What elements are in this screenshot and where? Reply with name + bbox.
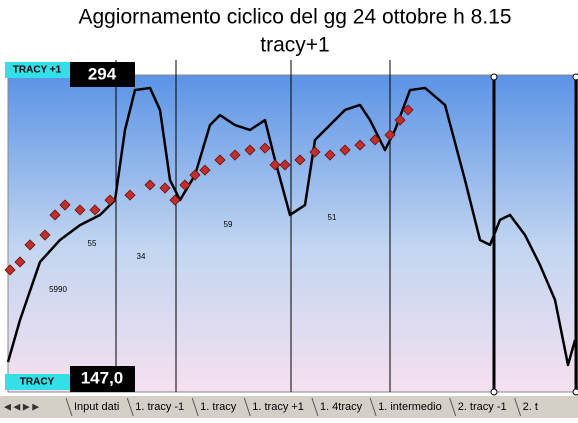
chart-title: Aggiornamento ciclico del gg 24 ottobre … (78, 6, 511, 29)
point (14, 256, 26, 268)
point (39, 229, 51, 241)
sheet-tab[interactable]: 1. tracy +1 (252, 401, 304, 413)
annotation: 59 (224, 220, 233, 229)
point (394, 114, 406, 126)
tab-separator (243, 397, 251, 417)
marker-handle (490, 388, 498, 396)
point (104, 194, 116, 206)
point (269, 159, 281, 171)
point (384, 129, 396, 141)
point (189, 169, 201, 181)
point (402, 104, 414, 116)
point (229, 149, 241, 161)
sheet-tab[interactable]: 1. intermedio (378, 401, 442, 413)
point (309, 146, 321, 158)
y-tick-label: 294 (88, 64, 117, 83)
sheet-tab[interactable]: Input dati (74, 401, 119, 413)
point (49, 209, 61, 221)
tab-separator (449, 397, 457, 417)
point (199, 164, 211, 176)
point (74, 204, 86, 216)
point (24, 239, 36, 251)
plot-area (7, 74, 578, 393)
tab-separator (126, 397, 134, 417)
point (159, 182, 171, 194)
sheet-tab[interactable]: 1. tracy -1 (135, 401, 184, 413)
point (279, 159, 291, 171)
point (89, 204, 101, 216)
annotation: 5990 (49, 285, 67, 294)
point (339, 144, 351, 156)
tab-separator (514, 397, 522, 417)
point (244, 144, 256, 156)
tab-bar (0, 396, 578, 418)
point (4, 264, 16, 276)
marker-handle (490, 73, 498, 81)
annotation: 55 (88, 239, 97, 248)
point (354, 139, 366, 151)
tab-separator (65, 397, 73, 417)
tab-separator (311, 397, 319, 417)
top-value-box (70, 62, 135, 87)
bottom-box-label: TRACY (20, 377, 55, 388)
point (179, 179, 191, 191)
tab-separator (191, 397, 199, 417)
point (294, 154, 306, 166)
bottom-box (5, 374, 70, 390)
tab-separator (369, 397, 377, 417)
marker-handle (572, 73, 578, 81)
point (259, 142, 271, 154)
point (214, 154, 226, 166)
point (324, 149, 336, 161)
sheet-tab[interactable]: 2. t (523, 401, 538, 413)
sheet-tab[interactable]: 1. tracy (200, 401, 237, 413)
annotation: 34 (137, 252, 146, 261)
bottom-value-box (70, 366, 135, 392)
point (59, 199, 71, 211)
y-tick-label: 147,0 (81, 368, 124, 387)
point (169, 194, 181, 206)
top-box-label: TRACY +1 (13, 65, 62, 76)
point (144, 179, 156, 191)
chart-subtitle: tracy+1 (260, 34, 329, 57)
top-box (5, 62, 70, 78)
point (124, 189, 136, 201)
point (369, 134, 381, 146)
marker-handle (572, 388, 578, 396)
curve (6, 86, 577, 367)
tab-nav[interactable]: ◀ ◀ ▶ ▶ (4, 401, 39, 411)
sheet-tab[interactable]: 1. 4tracy (320, 401, 363, 413)
annotation: 51 (328, 213, 337, 222)
sheet-tab[interactable]: 2. tracy -1 (458, 401, 507, 413)
